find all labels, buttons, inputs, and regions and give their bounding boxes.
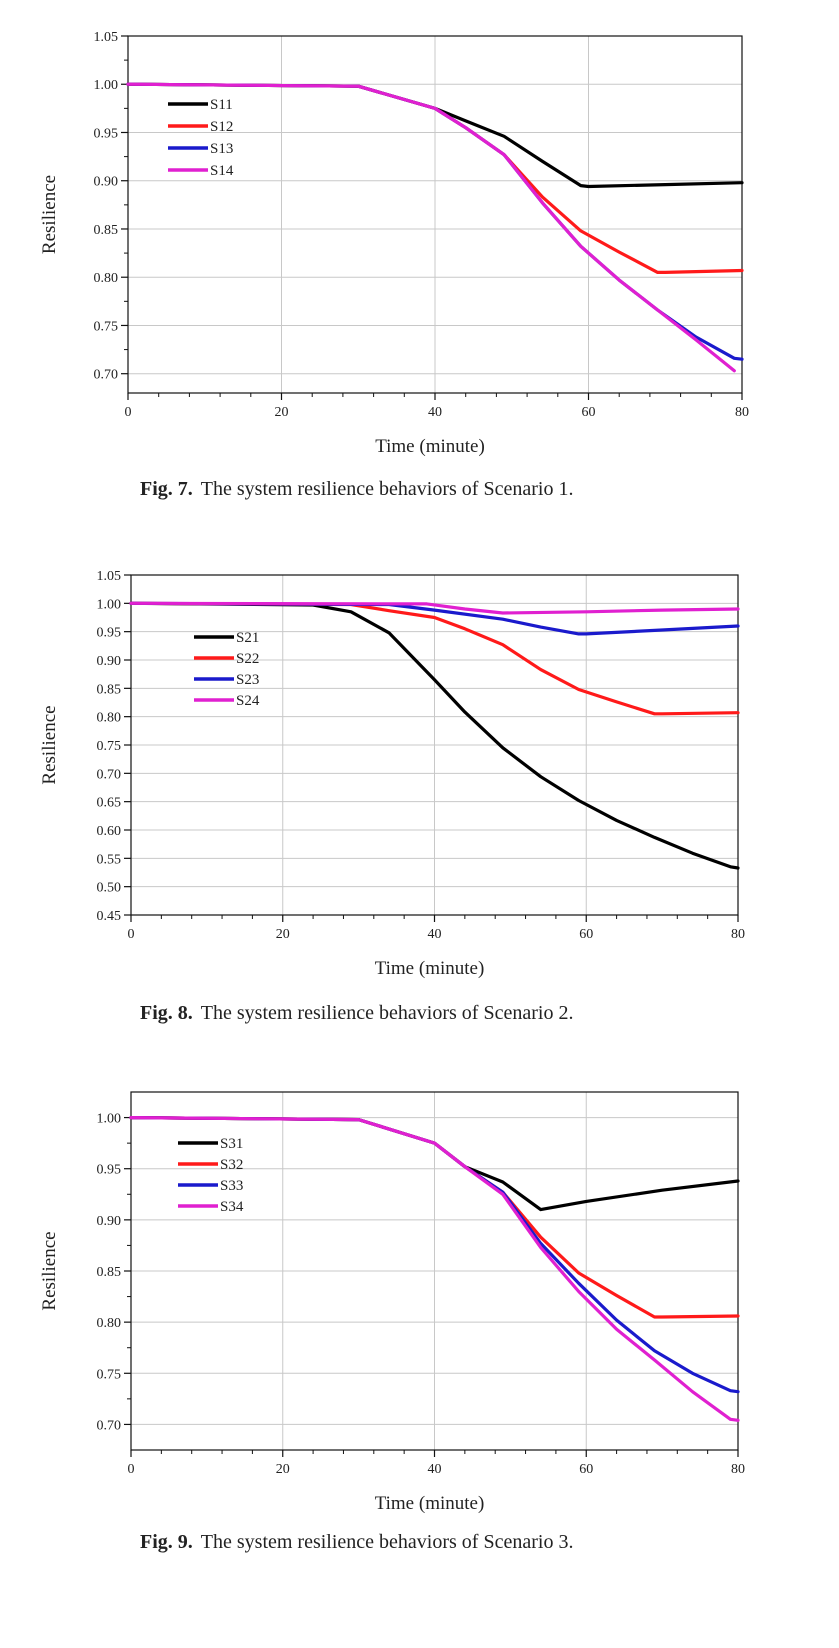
y-tick-label: 0.80 — [97, 711, 122, 726]
y-tick-label: 1.00 — [97, 597, 122, 612]
y-tick-label: 0.90 — [94, 175, 119, 190]
x-tick-label: 20 — [276, 927, 290, 942]
x-tick-label: 60 — [582, 405, 596, 420]
legend-label-s13: S13 — [210, 141, 233, 157]
x-tick-label: 0 — [128, 927, 135, 942]
series-line-s22 — [129, 601, 740, 716]
legend-label-s23: S23 — [236, 672, 259, 688]
chart-scenario-3: 0 20 40 60 80 0.70 0.75 0.80 0.85 0.90 0.95 1.00 Tim… — [39, 1091, 745, 1514]
y-tick-label: 0.45 — [97, 909, 122, 924]
caption-label: Fig. 8. — [140, 1002, 193, 1024]
x-tick-label: 60 — [579, 927, 593, 942]
y-tick-label: 0.85 — [97, 1265, 122, 1280]
caption-scenario-2: Fig. 8. The system resilience behaviors o… — [140, 1002, 573, 1025]
caption-label: Fig. 9. — [140, 1531, 193, 1553]
y-tick-label: 0.85 — [97, 682, 122, 697]
y-tick-label: 0.60 — [97, 824, 122, 839]
y-tick-label: 0.70 — [97, 767, 122, 782]
y-tick-label: 0.70 — [94, 368, 119, 383]
y-tick-label: 1.00 — [94, 78, 119, 93]
y-tick-label: 0.75 — [97, 1367, 122, 1382]
y-tick-label: 0.95 — [97, 1163, 122, 1178]
y-tick-label: 0.95 — [97, 626, 122, 641]
legend-label-s11: S11 — [210, 97, 233, 113]
y-tick-label: 1.00 — [97, 1112, 122, 1127]
series-line-s23 — [129, 601, 740, 636]
y-tick-label: 0.80 — [94, 271, 119, 286]
x-tick-label: 40 — [428, 1462, 442, 1477]
x-axis-title: Time (minute) — [375, 958, 485, 979]
legend-label-s21: S21 — [236, 630, 259, 646]
legend-label-s33: S33 — [220, 1178, 243, 1194]
y-tick-label: 0.75 — [97, 739, 122, 754]
y-tick-label: 1.05 — [94, 30, 119, 45]
legend-label-s14: S14 — [210, 163, 234, 179]
y-tick-label: 0.75 — [94, 319, 119, 334]
y-tick-label: 0.65 — [97, 796, 122, 811]
caption-text: The system resilience behaviors of Scena… — [200, 1002, 574, 1024]
legend-label-s24: S24 — [236, 693, 260, 709]
legend-label-s32: S32 — [220, 1157, 243, 1173]
y-tick-label: 0.85 — [94, 223, 119, 238]
legend-label-s34: S34 — [220, 1199, 244, 1215]
series-line-s14 — [126, 82, 736, 373]
series-line-s24 — [129, 601, 740, 615]
y-tick-label: 0.50 — [97, 881, 122, 896]
x-tick-label: 80 — [731, 927, 745, 942]
x-tick-label: 0 — [125, 405, 132, 420]
caption-label: Fig. 7. — [140, 478, 193, 500]
y-tick-label: 0.90 — [97, 654, 122, 669]
legend-label-s22: S22 — [236, 651, 259, 667]
y-axis-title: Resilience — [39, 175, 60, 254]
caption-text: The system resilience behaviors of Scena… — [200, 478, 574, 500]
y-tick-label: 0.70 — [97, 1418, 122, 1433]
caption-scenario-1: Fig. 7. The system resilience behaviors o… — [140, 478, 573, 501]
legend-label-s12: S12 — [210, 119, 233, 135]
y-tick-label: 0.55 — [97, 852, 122, 867]
series-line-s21 — [129, 601, 740, 870]
x-tick-label: 40 — [428, 927, 442, 942]
chart-scenario-2: 0 20 40 60 80 0.45 0.50 0.55 0.60 0.65 0.70 0.75 0.8… — [39, 569, 745, 979]
x-tick-label: 60 — [579, 1462, 593, 1477]
legend-label-s31: S31 — [220, 1136, 243, 1152]
x-axis-title: Time (minute) — [375, 436, 485, 457]
y-tick-label: 0.90 — [97, 1214, 122, 1229]
x-tick-label: 80 — [731, 1462, 745, 1477]
series-line-s34 — [129, 1115, 740, 1422]
x-tick-label: 0 — [128, 1462, 135, 1477]
x-tick-label: 20 — [275, 405, 289, 420]
x-axis-title: Time (minute) — [375, 1493, 485, 1514]
x-tick-label: 80 — [735, 405, 749, 420]
x-tick-label: 20 — [276, 1462, 290, 1477]
x-tick-label: 40 — [428, 405, 442, 420]
y-tick-label: 1.05 — [97, 569, 122, 584]
y-axis-title: Resilience — [39, 1231, 60, 1310]
y-tick-label: 0.95 — [94, 126, 119, 141]
y-axis-title: Resilience — [39, 705, 60, 784]
caption-text: The system resilience behaviors of Scena… — [200, 1531, 574, 1553]
chart-scenario-1: 0 20 40 60 80 0.70 0.75 0.80 0.85 0.90 0.95 1.00 1.0… — [39, 30, 749, 457]
caption-scenario-3: Fig. 9. The system resilience behaviors o… — [140, 1531, 573, 1554]
y-tick-label: 0.80 — [97, 1316, 122, 1331]
